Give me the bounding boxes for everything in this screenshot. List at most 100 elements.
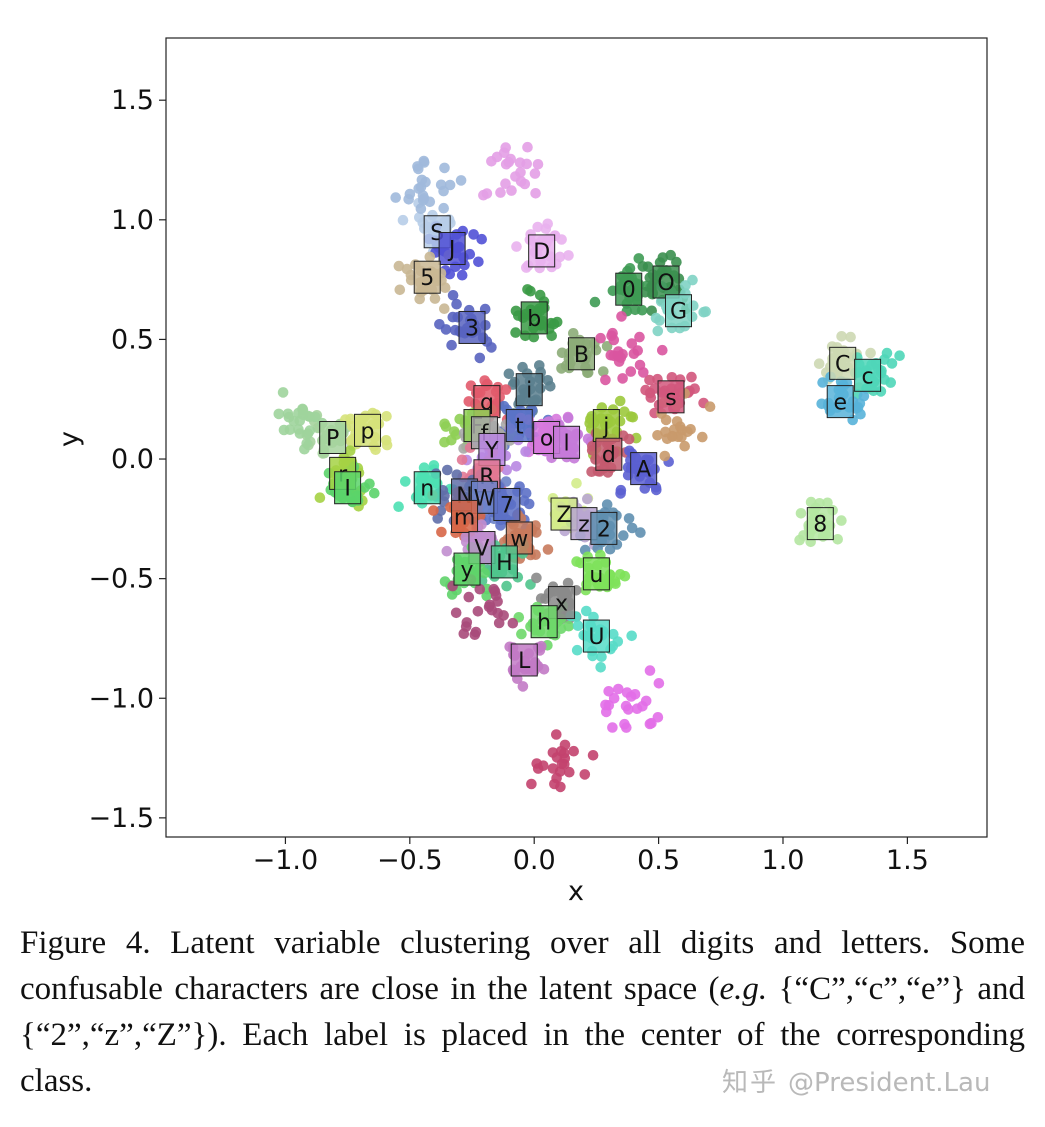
scatter-point — [532, 221, 543, 233]
scatter-point — [531, 758, 542, 769]
class-label-box — [592, 409, 620, 443]
scatter-point — [506, 185, 517, 196]
scatter-point — [470, 626, 482, 638]
class-label: 7 — [493, 487, 521, 521]
y-axis-label: y — [54, 431, 85, 447]
class-label-text: A — [636, 458, 651, 483]
scatter-point — [369, 487, 380, 499]
scatter-point — [700, 306, 711, 317]
scatter-point — [615, 488, 626, 499]
scatter-point — [636, 304, 648, 316]
scatter-point — [530, 549, 541, 560]
scatter-point — [654, 257, 666, 268]
scatter-point — [424, 251, 436, 263]
class-label-text: n — [420, 477, 434, 502]
scatter-point — [629, 689, 641, 700]
scatter-point — [451, 298, 462, 310]
class-label-box — [630, 452, 658, 486]
class-label-text: G — [670, 300, 687, 325]
class-label: S — [423, 215, 451, 249]
scatter-point — [654, 315, 665, 326]
class-label-box — [854, 358, 882, 392]
scatter-point — [500, 384, 512, 395]
scatter-point — [608, 628, 619, 640]
scatter-point — [530, 188, 541, 199]
scatter-point — [501, 464, 512, 476]
scatter-point — [563, 250, 574, 261]
scatter-point — [671, 256, 682, 268]
scatter-point — [447, 311, 459, 323]
scatter-point — [417, 195, 429, 206]
scatter-point — [314, 492, 326, 504]
class-label-box — [520, 301, 548, 335]
class-label-box — [493, 487, 521, 521]
scatter-point — [568, 745, 579, 757]
class-label: A — [630, 452, 658, 486]
class-label-box — [806, 507, 834, 541]
class-label-text: I — [344, 477, 351, 502]
scatter-point — [608, 693, 620, 704]
scatter-point — [481, 188, 493, 199]
scatter-point — [600, 374, 611, 386]
class-label-box — [665, 294, 693, 328]
scatter-point — [500, 178, 511, 189]
y-tick-label: 0.0 — [111, 444, 154, 475]
class-label: m — [451, 499, 479, 533]
scatter-point — [461, 617, 473, 628]
scatter-point — [623, 513, 635, 524]
scatter-point — [344, 445, 356, 457]
class-label-box — [334, 471, 362, 505]
scatter-point — [288, 415, 300, 427]
scatter-point — [595, 662, 606, 673]
class-label: H — [490, 545, 518, 579]
class-label: L — [510, 643, 538, 677]
scatter-point — [795, 508, 807, 519]
scatter-point — [517, 361, 528, 373]
class-label: p — [354, 413, 382, 447]
scatter-point — [521, 158, 532, 170]
scatter-point — [515, 176, 527, 187]
scatter-point — [522, 141, 533, 153]
scatter-point — [620, 700, 632, 712]
scatter-point — [624, 263, 636, 274]
scatter-point — [626, 630, 637, 642]
plot-frame — [165, 37, 988, 838]
scatter-point — [345, 413, 356, 425]
scatter-point — [805, 496, 817, 508]
scatter-point — [625, 411, 637, 422]
scatter-point — [510, 327, 521, 338]
scatter-point — [449, 324, 461, 336]
class-label-box — [567, 337, 595, 371]
scatter-point — [607, 722, 618, 733]
scatter-point — [397, 214, 409, 226]
scatter-point — [294, 428, 306, 439]
y-tick-label: −1.0 — [88, 683, 154, 714]
scatter-point — [500, 158, 512, 170]
scatter-point — [855, 408, 866, 420]
scatter-point — [439, 303, 450, 315]
scatter-point — [414, 212, 425, 223]
class-label: G — [665, 294, 693, 328]
scatter-point — [633, 253, 645, 264]
scatter-point — [619, 570, 631, 582]
class-label-text: 7 — [500, 493, 514, 518]
y-tick-label: −0.5 — [88, 564, 154, 595]
class-label-text: O — [657, 271, 674, 296]
scatter-point — [278, 424, 290, 436]
scatter-points — [273, 141, 905, 793]
scatter-point — [568, 328, 579, 339]
scatter-point — [817, 377, 828, 388]
class-label: B — [567, 337, 595, 371]
x-tick-label: −1.0 — [253, 845, 319, 876]
scatter-point — [479, 567, 490, 579]
class-label-text: Y — [484, 438, 499, 463]
scatter-point — [551, 772, 562, 784]
scatter-point — [498, 400, 510, 412]
scatter-point — [547, 747, 559, 758]
scatter-point — [697, 431, 708, 443]
class-label-text: x — [555, 592, 568, 617]
class-label: Y — [478, 432, 506, 466]
scatter-point — [501, 580, 512, 592]
scatter-point — [413, 163, 424, 175]
scatter-point — [520, 446, 531, 457]
